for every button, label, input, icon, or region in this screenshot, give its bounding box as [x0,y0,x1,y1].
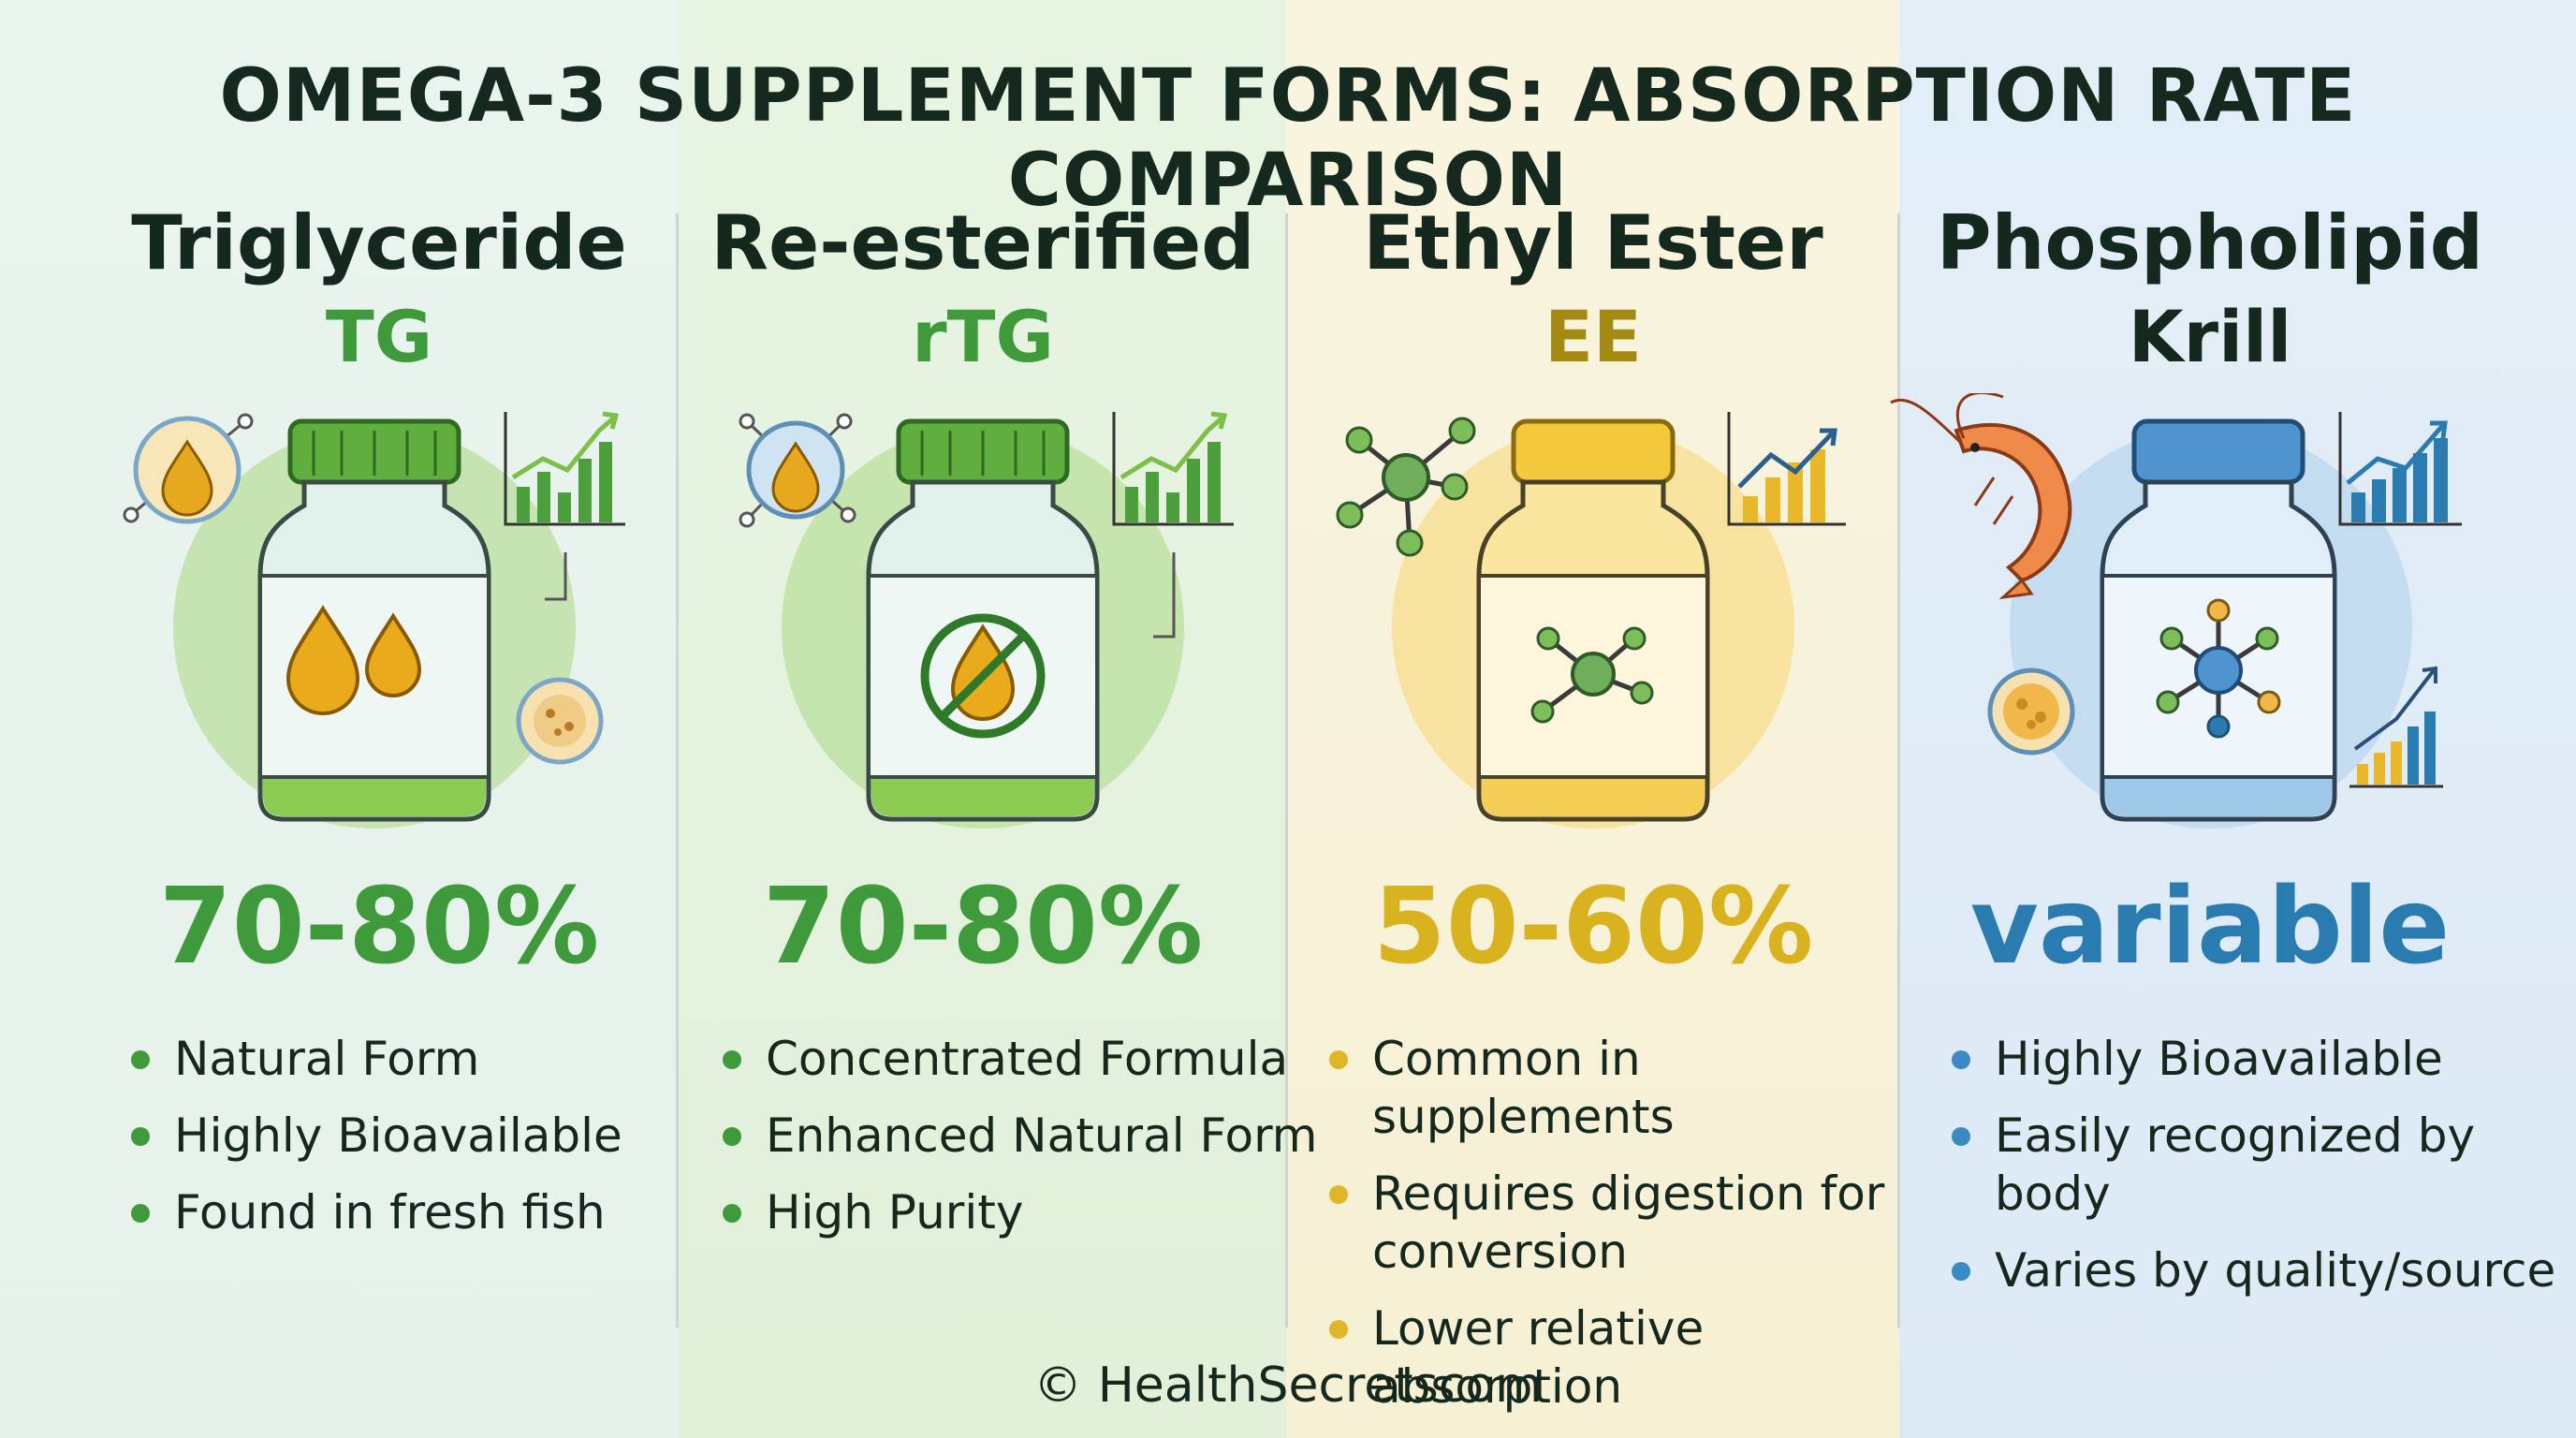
feature-list-tg: Natural Form Highly Bioavailable Found i… [131,1030,622,1260]
list-item: Easily recognized by body [1952,1107,2560,1223]
column-divider [676,213,679,1328]
feature-list-rtg: Concentrated Formula Enhanced Natural Fo… [723,1030,1317,1260]
list-item: Enhanced Natural Form [723,1107,1317,1165]
column-ethyl-ester: Ethyl Ester EE [1219,0,1968,1438]
form-name: Triglyceride [131,199,627,286]
list-item: Found in fresh fish [131,1183,622,1241]
small-chart-icon [2349,666,2443,788]
absorption-rate: 70-80% [762,866,1204,988]
column-re-esterified: Re-esterified rTG [608,0,1357,1438]
supplement-bottle [2100,418,2337,822]
ee-bottle-illustration [1336,412,1846,829]
supplement-bottle [257,418,491,822]
form-name: Re-esterified [710,199,1255,286]
rising-chart-icon [1727,412,1846,526]
droplet-molecule-icon [739,413,856,528]
copyright-footer: © HealthSecretscom [1033,1357,1543,1414]
absorption-rate: variable [1969,866,2451,988]
list-item: Lower relative absorption [1329,1299,1891,1416]
form-abbreviation: rTG [912,295,1054,378]
list-item: Highly Bioavailable [1952,1030,2560,1088]
column-triglyceride: Triglyceride TG [0,0,758,1438]
rising-chart-icon [504,411,625,601]
rising-chart-icon [2338,412,2462,526]
form-abbreviation: Krill [2128,295,2292,378]
form-abbreviation: EE [1544,295,1642,378]
form-abbreviation: TG [325,295,433,378]
list-item: Common in supplements [1329,1030,1891,1146]
list-item: Concentrated Formula [723,1030,1317,1088]
krill-bottle-illustration [1890,393,2462,829]
list-item: High Purity [723,1183,1317,1241]
list-item: Natural Form [131,1030,622,1088]
form-name: Phospholipid [1936,199,2484,286]
tg-bottle-illustration [123,411,625,829]
cell-icon [1987,668,2075,756]
list-item: Requires digestion for conversion [1329,1165,1891,1281]
molecule-icon [1336,417,1476,557]
list-item: Varies by quality/source [1952,1241,2560,1299]
supplement-bottle [1476,418,1710,822]
column-phospholipid: Phospholipid Krill [1844,0,2576,1438]
shrimp-icon [1890,393,2072,600]
column-divider [1897,213,1900,1328]
feature-list-ee: Common in supplements Requires digestion… [1329,1030,1891,1434]
cell-icon [516,677,604,765]
supplement-bottle [866,418,1100,822]
column-divider [1285,213,1288,1328]
absorption-rate: 70-80% [158,866,600,988]
rising-chart-icon [1112,411,1234,638]
feature-list-krill: Highly Bioavailable Easily recognized by… [1952,1030,2560,1318]
form-name: Ethyl Ester [1363,199,1823,286]
droplet-molecule-icon [123,413,254,524]
list-item: Highly Bioavailable [131,1107,622,1165]
rtg-bottle-illustration [739,411,1234,829]
page-title: OMEGA-3 SUPPLEMENT FORMS: ABSORPTION RAT… [219,54,2357,223]
absorption-rate: 50-60% [1372,866,1814,988]
